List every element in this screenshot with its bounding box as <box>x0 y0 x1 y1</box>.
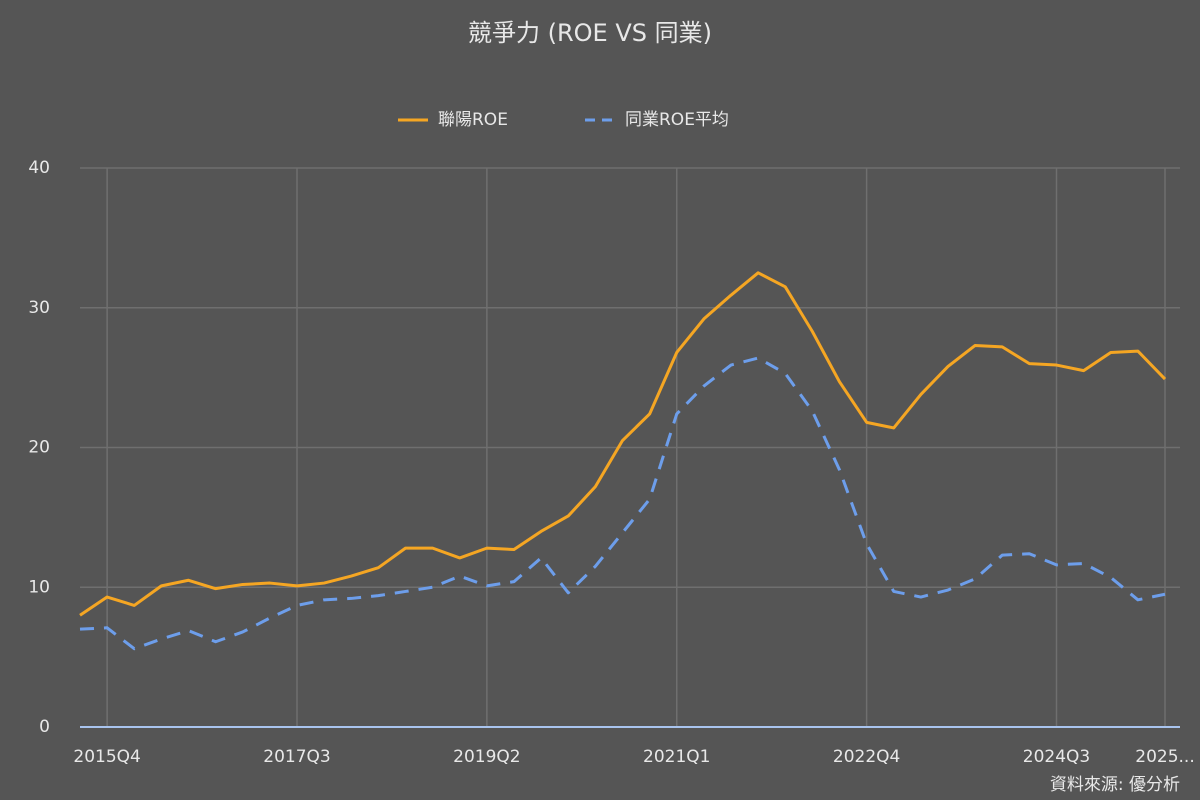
x-tick-label: 2017Q3 <box>263 747 330 767</box>
y-tick-label: 40 <box>28 158 50 178</box>
y-tick-label: 0 <box>39 717 50 737</box>
x-tick-label: 2021Q1 <box>643 747 710 767</box>
series-line <box>79 356 1166 651</box>
legend-label: 同業ROE平均 <box>625 110 729 130</box>
y-tick-label: 30 <box>28 298 50 318</box>
chart-title: 競爭力 (ROE VS 同業) <box>468 19 712 47</box>
x-tick-label: 2022Q4 <box>833 747 900 767</box>
x-tick-label: 2015Q4 <box>73 747 140 767</box>
legend-label: 聯陽ROE <box>438 110 508 130</box>
x-tick-label: 2024Q3 <box>1023 747 1090 767</box>
y-tick-label: 20 <box>28 438 50 458</box>
y-tick-label: 10 <box>28 577 50 597</box>
x-tick-label: 2025... <box>1135 747 1194 767</box>
series-line <box>79 271 1167 617</box>
x-tick-label: 2019Q2 <box>453 747 520 767</box>
source-note: 資料來源: 優分析 <box>1050 775 1180 795</box>
